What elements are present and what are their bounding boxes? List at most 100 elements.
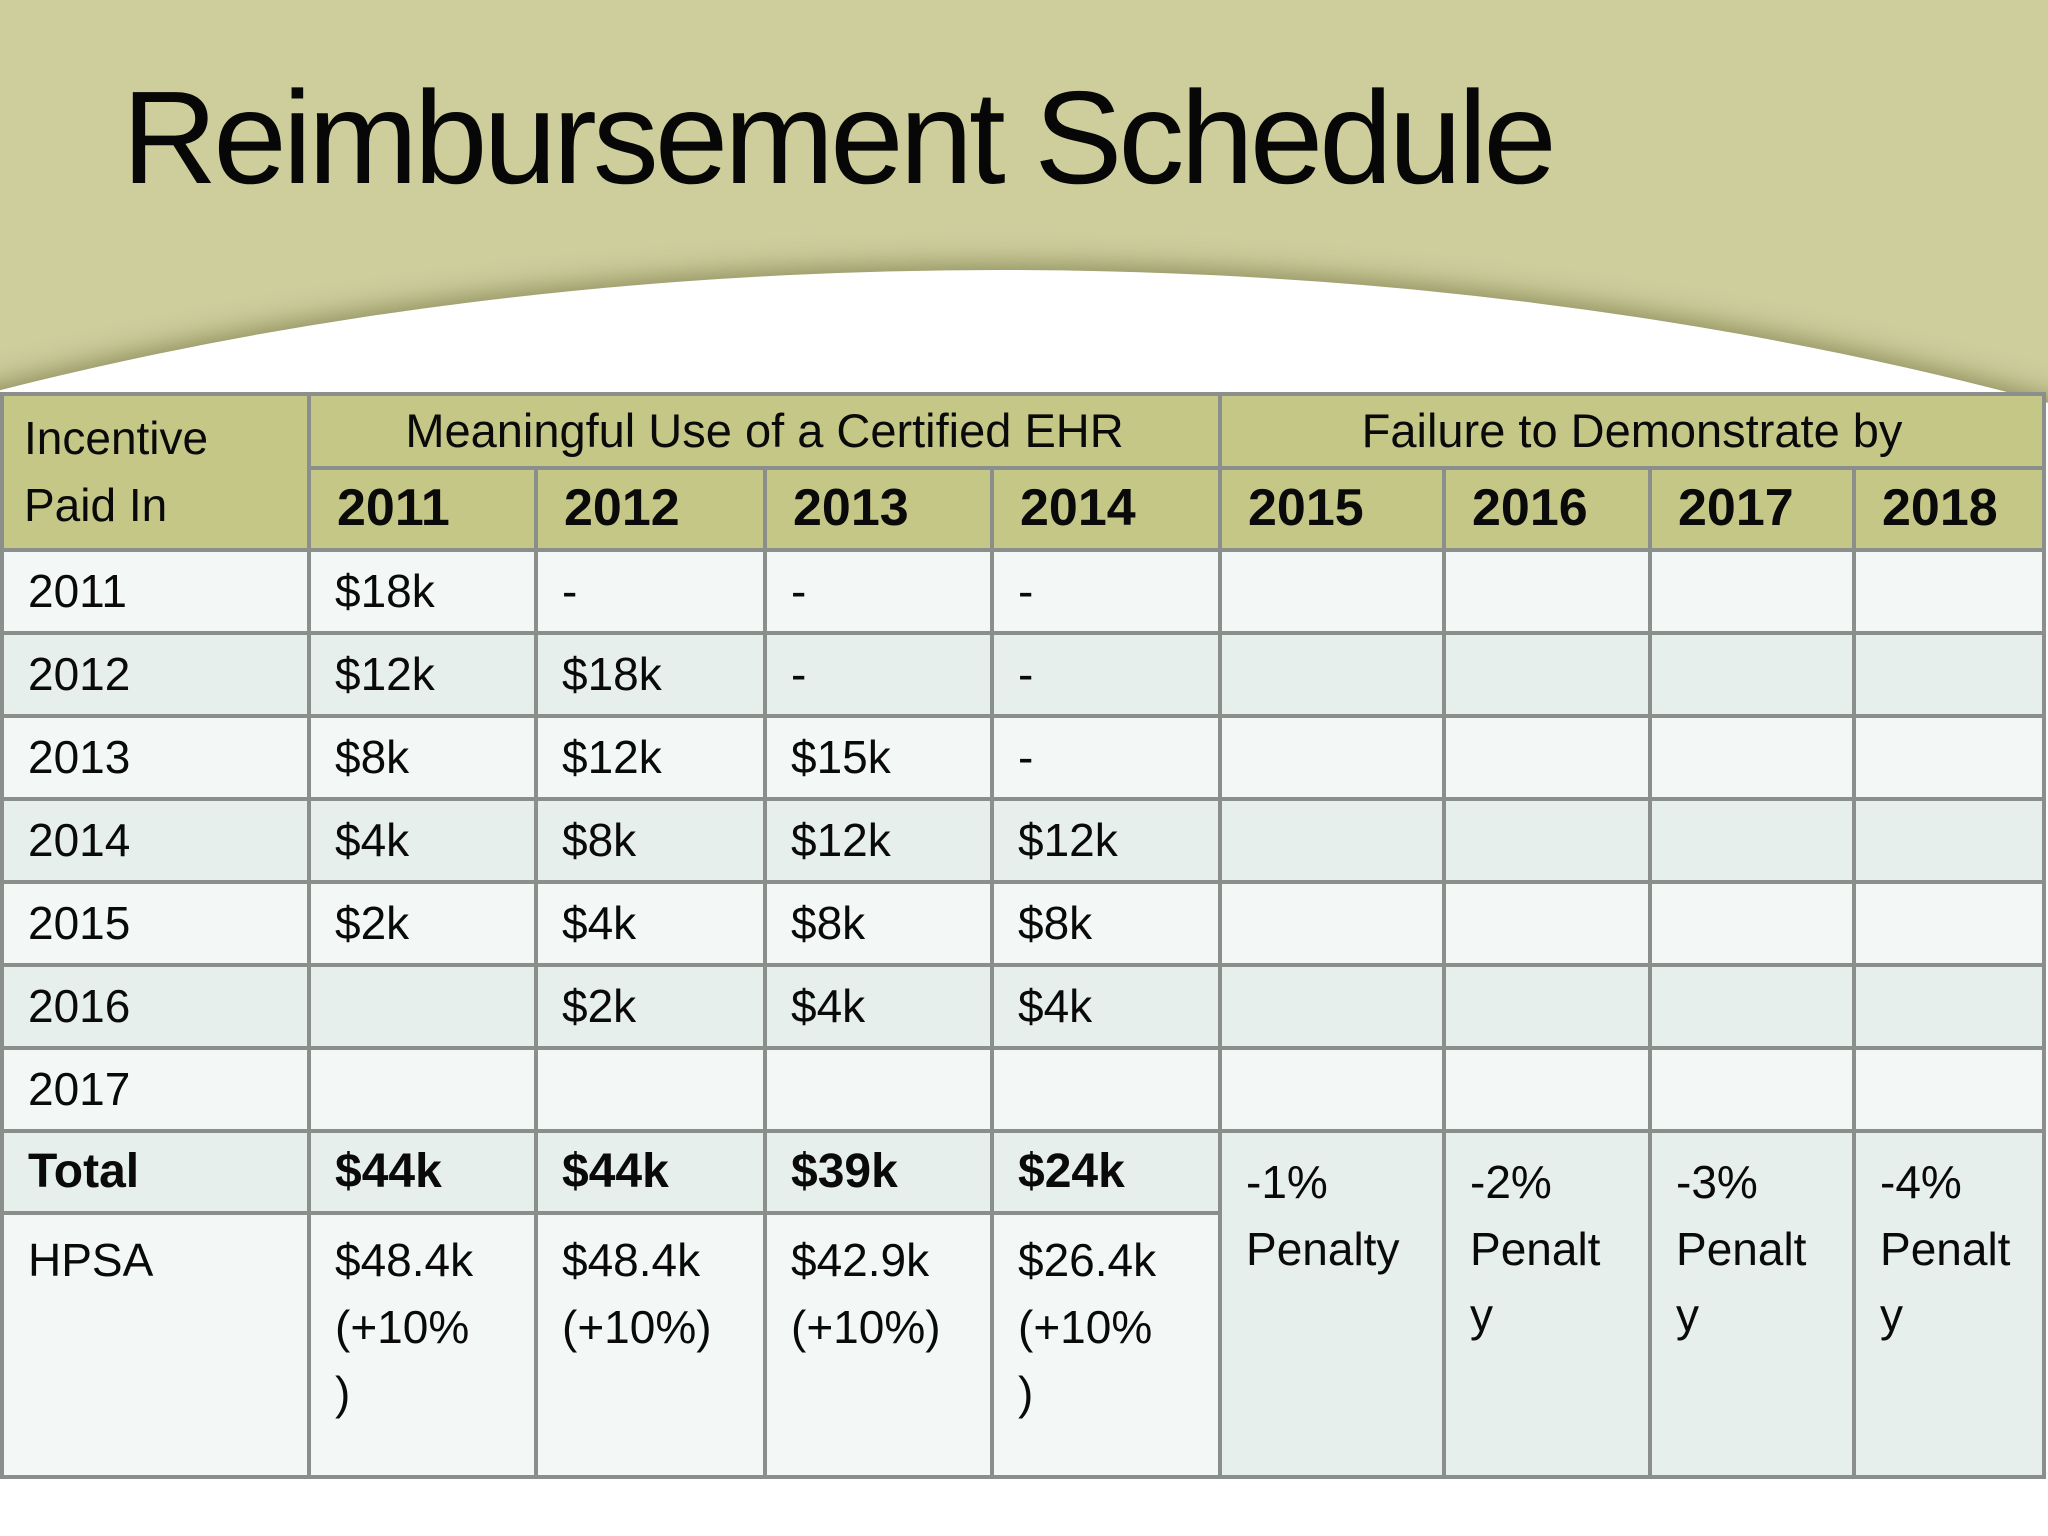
year-header-2018: 2018 [1852, 466, 2047, 552]
row-label: 2012 [0, 631, 311, 718]
table-cell [1648, 1046, 1857, 1133]
year-header-2013: 2013 [763, 466, 994, 552]
total-cell: $44k [307, 1129, 538, 1215]
year-header-2017: 2017 [1648, 466, 1857, 552]
table-row-total: Total $44k $44k $39k $24k -1% Penalty -2… [0, 1129, 2047, 1479]
row-label: 2015 [0, 880, 311, 967]
row-label: 2016 [0, 963, 311, 1050]
year-header-row: 2011 2012 2013 2014 2015 2016 2017 2018 [2, 466, 2047, 552]
total-cell: $44k [534, 1129, 767, 1215]
penalty-cell-2016: -2% Penalt y [1442, 1129, 1653, 1479]
year-header-2011: 2011 [307, 466, 538, 552]
table-cell: $18k [534, 631, 767, 718]
table-cell: - [763, 548, 994, 635]
table-cell: $12k [763, 797, 994, 884]
table-cell [1648, 963, 1857, 1050]
table-cell [1442, 1046, 1653, 1133]
table-row-2013: 2013 $8k $12k $15k - [0, 714, 2047, 801]
table-cell [1852, 548, 2047, 635]
penalty-cell-2015: -1% Penalty [1218, 1129, 1447, 1479]
table-cell [1442, 963, 1653, 1050]
hpsa-cell: $42.9k (+10%) [763, 1211, 994, 1479]
table-row-hpsa: HPSA $48.4k (+10% ) $48.4k (+10%) $42.9k… [0, 1211, 2044, 1479]
table-cell [1852, 880, 2047, 967]
table-cell [1648, 714, 1857, 801]
hpsa-cell: $48.4k (+10%) [534, 1211, 767, 1479]
table-row-2012: 2012 $12k $18k - - [0, 631, 2047, 718]
table-cell: $8k [989, 880, 1223, 967]
group-header-failure-demonstrate: Failure to Demonstrate by [1218, 392, 2047, 470]
year-header-2012: 2012 [534, 466, 767, 552]
hpsa-cell: $48.4k (+10% ) [307, 1211, 538, 1479]
table-row-2016: 2016 $2k $4k $4k [0, 963, 2047, 1050]
table-cell [1218, 548, 1447, 635]
table-cell [1442, 880, 1653, 967]
table-cell: $15k [763, 714, 994, 801]
table-cell [1218, 631, 1447, 718]
table-cell: $2k [534, 963, 767, 1050]
table-cell: $2k [307, 880, 538, 967]
row-label: 2013 [0, 714, 311, 801]
table-cell [1442, 797, 1653, 884]
table-cell: $12k [534, 714, 767, 801]
table-cell [1218, 963, 1447, 1050]
table-cell: - [534, 548, 767, 635]
year-header-2014: 2014 [989, 466, 1223, 552]
table-cell [1852, 797, 2047, 884]
table-cell: $4k [763, 963, 994, 1050]
hpsa-cell: $26.4k (+10% ) [989, 1211, 1223, 1479]
total-cell: $39k [763, 1129, 994, 1215]
table-cell: $4k [534, 880, 767, 967]
reimbursement-table: Incentive Paid In Meaningful Use of a Ce… [0, 392, 2047, 1479]
table-cell: $4k [989, 963, 1223, 1050]
table-cell: $4k [307, 797, 538, 884]
table-cell [1648, 548, 1857, 635]
slide-title: Reimbursement Schedule [122, 64, 1557, 211]
table-cell [763, 1046, 994, 1133]
group-header-meaningful-use: Meaningful Use of a Certified EHR [306, 392, 1223, 470]
penalty-cell-2017: -3% Penalt y [1648, 1129, 1857, 1479]
table-cell: $12k [989, 797, 1223, 884]
table-cell [534, 1046, 767, 1133]
table-cell [989, 1046, 1223, 1133]
table-cell [1852, 1046, 2047, 1133]
row-label: 2014 [0, 797, 311, 884]
table-cell: $8k [534, 797, 767, 884]
table-cell [1852, 714, 2047, 801]
table-row-2017: 2017 [0, 1046, 2047, 1133]
corner-header: Incentive Paid In [0, 392, 311, 552]
table-row-2015: 2015 $2k $4k $8k $8k [0, 880, 2047, 967]
table-cell: - [989, 548, 1223, 635]
table-cell: $12k [307, 631, 538, 718]
table-cell: - [989, 631, 1223, 718]
table-cell [307, 1046, 538, 1133]
table-cell [1442, 714, 1653, 801]
table-cell: $8k [307, 714, 538, 801]
table-cell [1218, 880, 1447, 967]
table-cell [1442, 548, 1653, 635]
year-header-2015: 2015 [1218, 466, 1447, 552]
row-label: 2011 [0, 548, 311, 635]
group-header-row: Incentive Paid In Meaningful Use of a Ce… [0, 392, 2047, 552]
table-cell [1648, 880, 1857, 967]
table-row-2011: 2011 $18k - - - [0, 548, 2047, 635]
table-cell [1852, 963, 2047, 1050]
table-cell: - [989, 714, 1223, 801]
table-cell: $18k [307, 548, 538, 635]
table-cell [1852, 631, 2047, 718]
table-cell [307, 963, 538, 1050]
table-cell [1218, 797, 1447, 884]
row-label: HPSA [0, 1211, 311, 1479]
table-cell [1442, 631, 1653, 718]
table-row-2014: 2014 $4k $8k $12k $12k [0, 797, 2047, 884]
table-cell: $8k [763, 880, 994, 967]
penalty-cell-2018: -4% Penalt y [1852, 1129, 2047, 1479]
table-cell [1218, 714, 1447, 801]
table-cell [1648, 631, 1857, 718]
year-header-2016: 2016 [1442, 466, 1653, 552]
row-label: Total [0, 1129, 311, 1215]
row-label: 2017 [0, 1046, 311, 1133]
table-cell: - [763, 631, 994, 718]
table-cell [1648, 797, 1857, 884]
